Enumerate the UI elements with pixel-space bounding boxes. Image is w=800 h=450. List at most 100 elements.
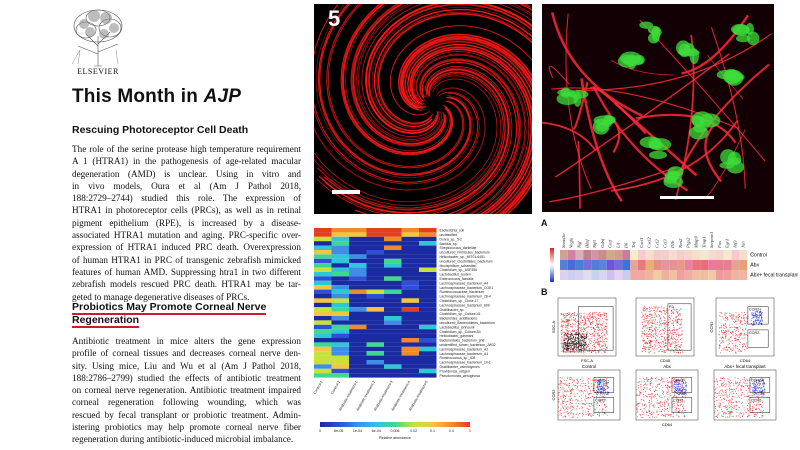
heatmap-cell [645, 250, 654, 260]
event-dot [722, 348, 724, 350]
event-dot [666, 311, 668, 313]
heatmap-cell [401, 263, 419, 268]
event-dot [659, 310, 661, 312]
event-dot [685, 393, 687, 395]
event-dot [749, 395, 751, 396]
event-dot [585, 396, 587, 398]
event-dot [644, 314, 646, 316]
event-dot [574, 314, 576, 316]
event-dot [677, 324, 679, 326]
event-dot [654, 339, 656, 341]
nerve-fiber [420, 59, 521, 214]
event-dot [577, 414, 579, 416]
event-dot [583, 316, 585, 317]
heatmap-cell [677, 250, 685, 260]
event-dot [761, 407, 763, 409]
heatmap-cell [314, 236, 332, 242]
event-dot [670, 414, 672, 416]
event-dot [569, 337, 571, 339]
event-dot [665, 328, 667, 330]
event-dot [656, 400, 658, 401]
heatmap-cell [366, 316, 384, 321]
event-dot [746, 393, 748, 395]
event-dot [714, 380, 715, 382]
event-dot [672, 405, 674, 407]
event-dot [657, 329, 659, 330]
event-dot [568, 318, 570, 320]
event-dot [641, 335, 643, 337]
event-dot [664, 396, 665, 398]
event-dot [671, 309, 673, 311]
event-dot [736, 396, 738, 398]
event-dot [583, 328, 585, 330]
event-dot [562, 337, 564, 339]
nerve-fiber [399, 35, 532, 214]
event-dot [733, 321, 735, 323]
event-dot [641, 311, 643, 313]
heatmap-cell [401, 272, 419, 277]
event-dot [655, 323, 657, 325]
heatmap-cell [384, 338, 402, 343]
event-dot [660, 318, 661, 320]
event-dot [594, 342, 596, 344]
event-dot [647, 414, 649, 416]
event-dot [671, 333, 673, 334]
event-dot [661, 396, 663, 398]
event-dot [722, 385, 723, 387]
event-dot [581, 390, 582, 392]
nerve-fiber [319, 4, 471, 175]
event-dot [576, 338, 578, 340]
heatmap-cell [366, 254, 384, 259]
event-dot [679, 387, 681, 389]
heatmap-cell [677, 260, 685, 270]
event-dot [714, 407, 716, 409]
event-dot [677, 390, 679, 392]
event-dot [651, 314, 653, 316]
event-dot [728, 389, 730, 391]
event-dot [730, 406, 732, 407]
event-dot [601, 389, 603, 391]
event-dot [603, 380, 605, 382]
event-dot [650, 339, 652, 341]
microbiome-heatmap-panel: Escherichia_coli unclassified Dorea_sp._5-… [312, 222, 538, 448]
event-dot [762, 379, 764, 381]
heatmap-cell [349, 298, 367, 303]
event-dot [726, 409, 728, 411]
body-line: istering probiotics may help promote cor… [72, 422, 301, 433]
event-dot [669, 377, 670, 378]
event-dot [583, 347, 585, 349]
event-dot [719, 321, 721, 323]
event-dot [643, 344, 645, 346]
heatmap-cell [366, 228, 384, 233]
event-dot [665, 322, 666, 324]
event-dot [758, 408, 760, 409]
event-dot [589, 378, 591, 380]
event-dot [640, 399, 642, 401]
event-dot [738, 313, 740, 315]
event-dot [735, 327, 737, 329]
event-dot [670, 343, 671, 345]
event-dot [636, 411, 638, 413]
event-dot [675, 345, 677, 346]
event-dot [753, 414, 755, 416]
heatmap-cell [401, 346, 419, 352]
event-dot [722, 383, 724, 385]
event-dot [582, 343, 584, 345]
event-dot [723, 398, 725, 399]
gene-label: Jun [740, 241, 745, 248]
event-dot [573, 379, 575, 381]
event-dot [591, 414, 593, 416]
event-dot [732, 326, 734, 328]
micrograph-photoreceptor [314, 4, 532, 214]
event-dot [763, 392, 765, 394]
event-dot [648, 378, 650, 380]
event-dot [585, 321, 587, 323]
event-dot [728, 384, 730, 386]
event-dot [763, 384, 765, 386]
event-dot [648, 340, 649, 342]
heatmap-cell [384, 276, 402, 281]
event-dot [728, 381, 730, 383]
event-dot [648, 311, 650, 313]
heatmap-cell [366, 329, 384, 334]
event-dot [566, 394, 568, 396]
